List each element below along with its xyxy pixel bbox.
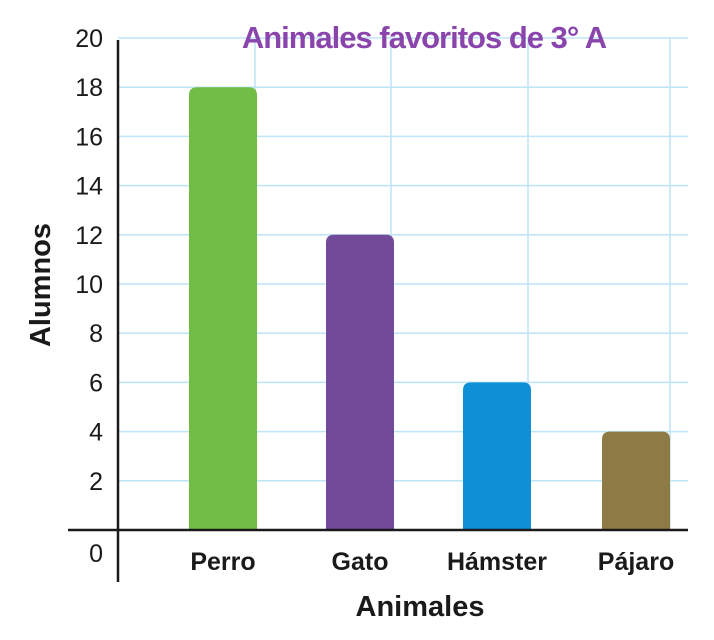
bar-hamster bbox=[463, 382, 531, 530]
x-tick-labels: Perro Gato Hámster Pájaro bbox=[190, 548, 674, 576]
y-tick-label-8: 8 bbox=[89, 320, 103, 348]
y-tick-label-16: 16 bbox=[75, 123, 103, 151]
x-tick-label-2: Gato bbox=[332, 548, 389, 576]
y-axis-title: Alumnos bbox=[25, 223, 57, 347]
y-tick-label-0: 0 bbox=[89, 540, 103, 568]
x-tick-label-3: Hámster bbox=[447, 548, 547, 576]
x-axis-title: Animales bbox=[356, 591, 485, 623]
y-tick-label-6: 6 bbox=[89, 369, 103, 397]
bar-perro bbox=[189, 87, 257, 530]
x-tick-label-1: Perro bbox=[190, 548, 255, 576]
y-tick-label-4: 4 bbox=[89, 419, 103, 447]
y-tick-label-12: 12 bbox=[75, 222, 103, 250]
bar-gato bbox=[326, 234, 394, 531]
y-tick-label-10: 10 bbox=[75, 271, 103, 299]
bar-pajaro bbox=[602, 431, 670, 530]
y-tick-label-20: 20 bbox=[75, 25, 103, 53]
x-tick-label-4: Pájaro bbox=[598, 548, 674, 576]
axes bbox=[68, 40, 688, 582]
y-tick-label-18: 18 bbox=[75, 74, 103, 102]
y-tick-label-2: 2 bbox=[89, 468, 103, 496]
y-tick-label-14: 14 bbox=[75, 173, 103, 201]
y-tick-labels: 0 2 4 6 8 10 12 14 16 18 20 bbox=[75, 25, 103, 568]
bars bbox=[189, 87, 670, 531]
chart-title: Animales favoritos de 3° A bbox=[242, 20, 607, 55]
